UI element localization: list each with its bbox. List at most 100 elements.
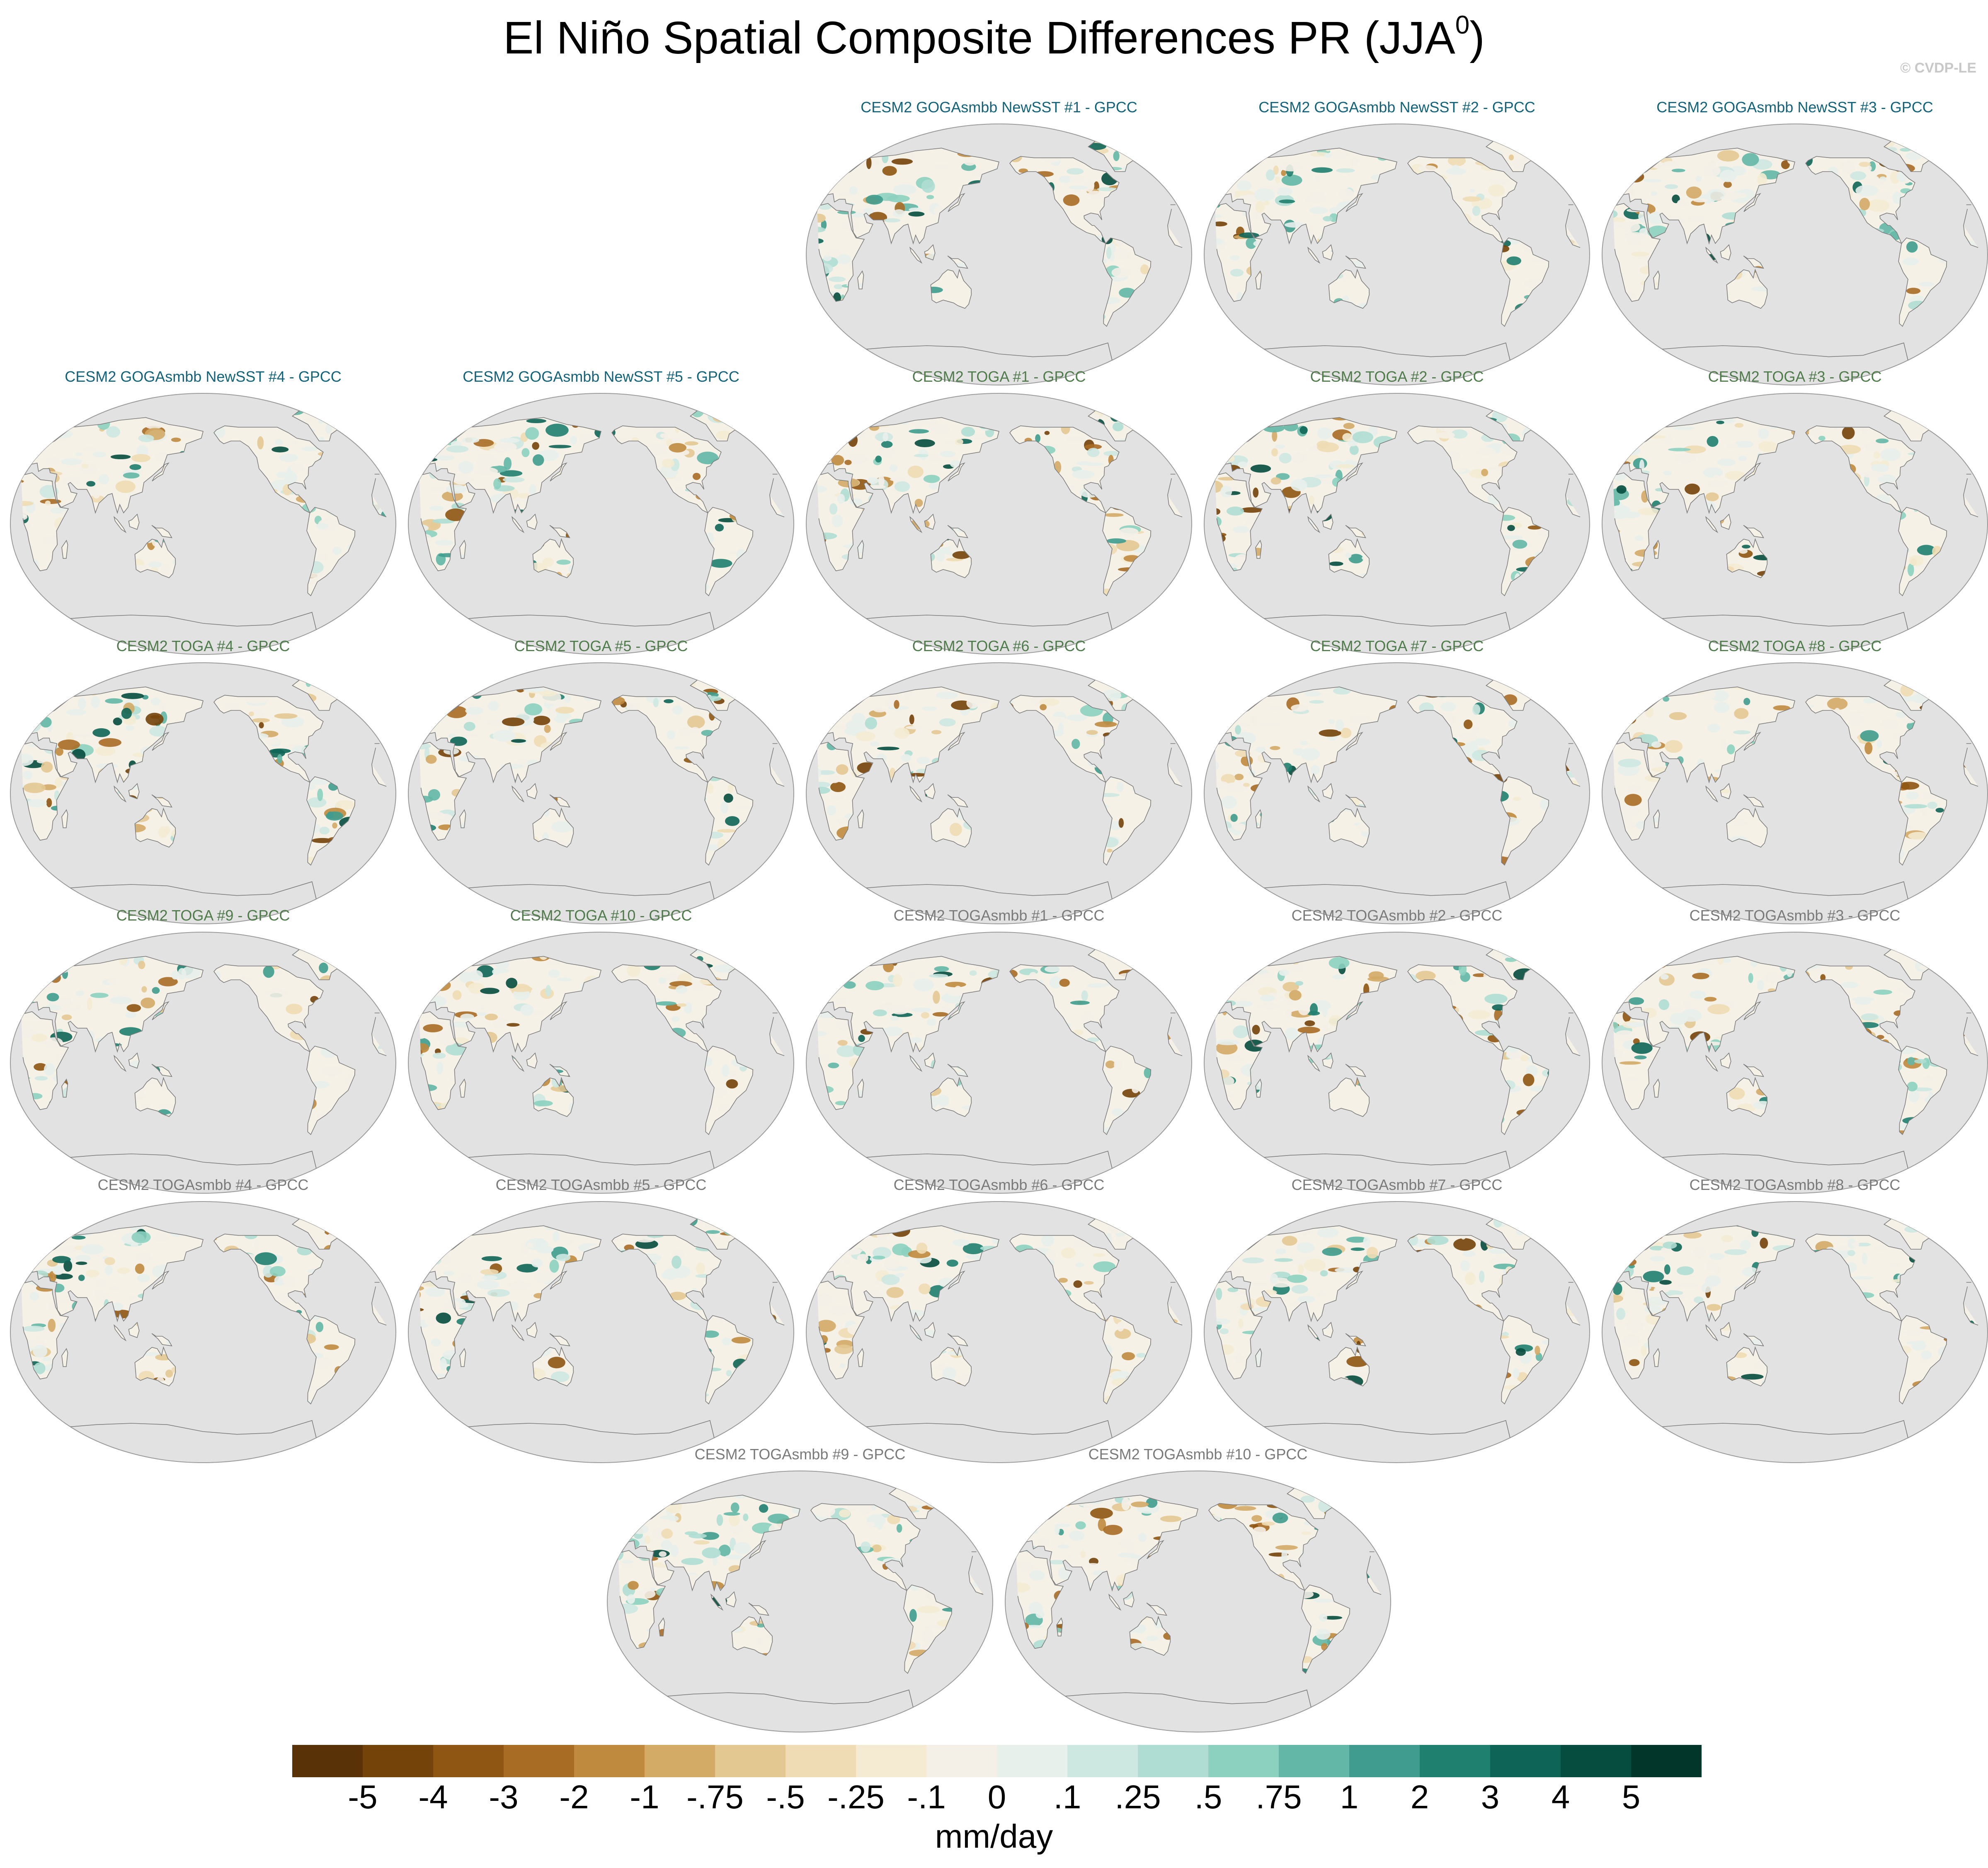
map-globe [607,1471,993,1732]
panel-title: CESM2 GOGAsmbb NewSST #2 - GPCC [1258,99,1535,116]
coastline [128,1322,140,1338]
panel-title: CESM2 TOGA #2 - GPCC [1310,368,1484,385]
coastline [134,538,176,578]
panel-title: CESM2 TOGAsmbb #10 - GPCC [1088,1446,1308,1463]
coastline [704,776,754,866]
map-panel: CESM2 TOGA #1 - GPCC [804,368,1194,655]
coastline [113,1324,127,1342]
coastline [532,1077,574,1117]
coastline [1743,794,1764,808]
colorbar-swatch [1561,1745,1632,1777]
coastline [151,525,172,538]
colorbar-swatch [645,1745,715,1777]
map-globe [10,1201,396,1463]
colorbar-tick-label: -5 [348,1778,378,1815]
coastline [1500,1315,1549,1405]
panel-title: CESM2 TOGAsmbb #5 - GPCC [495,1176,707,1193]
coastline [1009,156,1120,245]
coastline [1307,1054,1321,1072]
coastline [1616,1225,1971,1323]
coastline [1743,1333,1764,1347]
map-globe [1602,124,1988,385]
coastline [61,540,68,559]
coastline [1346,193,1363,212]
coastline [1500,1046,1549,1135]
coastline [948,1001,965,1020]
coastline [459,1348,466,1367]
panel-title: CESM2 TOGA #8 - GPCC [1708,637,1882,654]
coastline [532,538,574,578]
coastline [61,1078,68,1098]
coastline [1345,1333,1366,1347]
coastline [909,1054,923,1072]
coastline [1805,964,1915,1053]
coastline [1616,956,1971,1053]
coastline [1805,156,1915,245]
colorbar-swatch [856,1745,927,1777]
map-panel: CESM2 TOGA #7 - GPCC [1202,637,1592,924]
coastline [930,538,972,578]
coastline [1322,783,1333,800]
coastline [1705,516,1719,533]
coastline [1726,538,1768,578]
coastline [611,964,722,1053]
panel-title: CESM2 TOGA #6 - GPCC [912,637,1086,654]
coastline [1146,1602,1167,1616]
colorbar-tick-label: -3 [489,1778,519,1815]
coastline [1346,732,1363,751]
coastline [419,741,785,841]
map-panel: CESM2 TOGAsmbb #1 - GPCC [804,907,1194,1194]
coastline [1056,1617,1063,1637]
map-panel: CESM2 GOGAsmbb NewSST #2 - GPCC [1202,99,1592,385]
coastline [1240,1151,1511,1171]
coastline [857,1078,864,1098]
colorbar-tick-label: .1 [1053,1778,1081,1815]
coastline [459,1078,466,1098]
coastline [1805,425,1915,514]
coastline [947,794,968,808]
coastline [820,417,1176,514]
coastline [1218,148,1573,245]
map-panel: CESM2 TOGAsmbb #7 - GPCC [1202,1176,1592,1463]
map-globe [1005,1471,1391,1732]
coastline [909,516,923,533]
map-globe [1204,662,1590,924]
coastline [419,472,785,572]
coastline [842,1151,1113,1171]
coastline [1009,425,1120,514]
colorbar-swatch [715,1745,786,1777]
coastline [422,956,778,1053]
coastline [1328,1077,1370,1117]
coastline [1898,237,1947,327]
colorbar-swatch [1138,1745,1209,1777]
map-panel: CESM2 GOGAsmbb NewSST #3 - GPCC [1600,99,1988,385]
map-globe [806,124,1192,385]
colorbar [292,1745,1702,1777]
coastline [21,741,387,841]
coastline [213,1233,324,1322]
colorbar-tick-label: 1 [1340,1778,1359,1815]
panel-title: CESM2 GOGAsmbb NewSST #1 - GPCC [861,99,1137,116]
coastline [857,1348,864,1367]
coastline [1218,417,1573,514]
colorbar-tick-label: .5 [1194,1778,1222,1815]
coastline [1616,417,1971,514]
coastline [1726,807,1768,848]
coastline [1743,1064,1764,1077]
map-globe [10,932,396,1194]
colorbar-swatch [1067,1745,1138,1777]
coastline [1743,193,1761,212]
coastline [24,956,380,1053]
coastline [924,1052,936,1069]
colorbar-swatch [574,1745,645,1777]
coastline [1705,246,1719,264]
coastline [1407,1233,1518,1322]
coastline [1307,1324,1321,1342]
coastline [1500,507,1549,596]
coastline [1653,1348,1660,1367]
map-panel: CESM2 GOGAsmbb NewSST #5 - GPCC [406,368,796,655]
map-panel: CESM2 TOGA #4 - GPCC [8,637,398,924]
coastline [947,1333,968,1347]
coastline [213,695,324,783]
colorbar-tick-label: .75 [1256,1778,1302,1815]
